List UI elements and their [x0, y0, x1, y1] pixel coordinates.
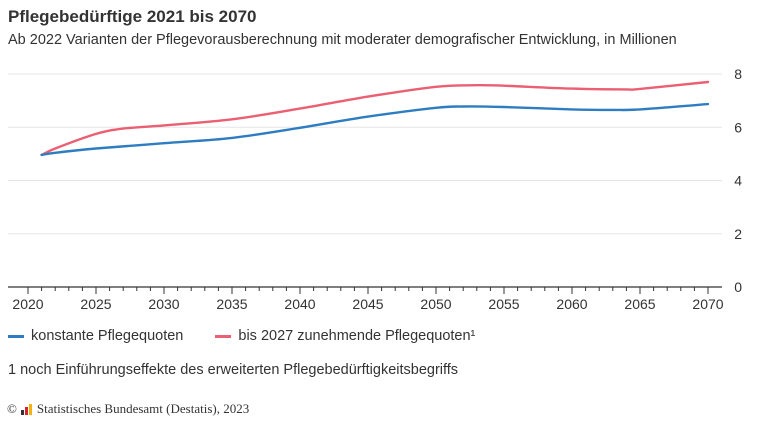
x-tick-label-2070: 2070: [692, 296, 723, 312]
chart-subtitle: Ab 2022 Varianten der Pflegevorausberech…: [8, 32, 677, 48]
x-tick-label-2050: 2050: [420, 296, 451, 312]
legend-swatch-red: [215, 334, 232, 338]
x-tick-label-2065: 2065: [624, 296, 655, 312]
chart-title: Pflegebedürftige 2021 bis 2070: [8, 7, 257, 26]
y-tick-label-6: 6: [734, 119, 742, 135]
y-tick-label-2: 2: [734, 226, 742, 242]
source-credit: © Statistisches Bundesamt (Destatis), 20…: [7, 401, 249, 417]
x-tick-label-2045: 2045: [352, 296, 383, 312]
legend-label-increasing: bis 2027 zunehmende Pflegequoten¹: [238, 328, 476, 344]
x-tick-label-2040: 2040: [284, 296, 315, 312]
y-tick-label-8: 8: [734, 66, 742, 82]
x-tick-label-2025: 2025: [80, 296, 111, 312]
line-chart: 0 2 4 6 8 2020 2025 2030 2035 2040 2045 2050 2055 206…: [8, 66, 742, 312]
legend-item-constant: konstante Pflegequoten: [8, 328, 183, 344]
legend-label-constant: konstante Pflegequoten: [31, 328, 184, 344]
copyright-symbol: ©: [7, 401, 17, 416]
footnote: 1 noch Einführungseffekte des erweiterte…: [8, 362, 459, 378]
source-text: Statistisches Bundesamt (Destatis), 2023: [36, 401, 250, 416]
y-tick-label-0: 0: [734, 279, 742, 295]
series-line-constant: [40, 102, 710, 157]
legend-swatch-blue: [8, 334, 24, 338]
series-line-increasing: [40, 80, 710, 157]
x-tick-label-2020: 2020: [12, 296, 43, 312]
x-tick-label-2035: 2035: [216, 296, 247, 312]
x-tick-label-2055: 2055: [488, 296, 519, 312]
legend: konstante Pflegequoten bis 2027 zunehmen…: [8, 328, 507, 344]
x-tick-label-2030: 2030: [148, 296, 179, 312]
y-tick-label-4: 4: [734, 173, 742, 189]
destatis-logo-icon: [20, 403, 33, 415]
legend-item-increasing: bis 2027 zunehmende Pflegequoten¹: [215, 328, 475, 344]
x-tick-label-2060: 2060: [556, 296, 587, 312]
